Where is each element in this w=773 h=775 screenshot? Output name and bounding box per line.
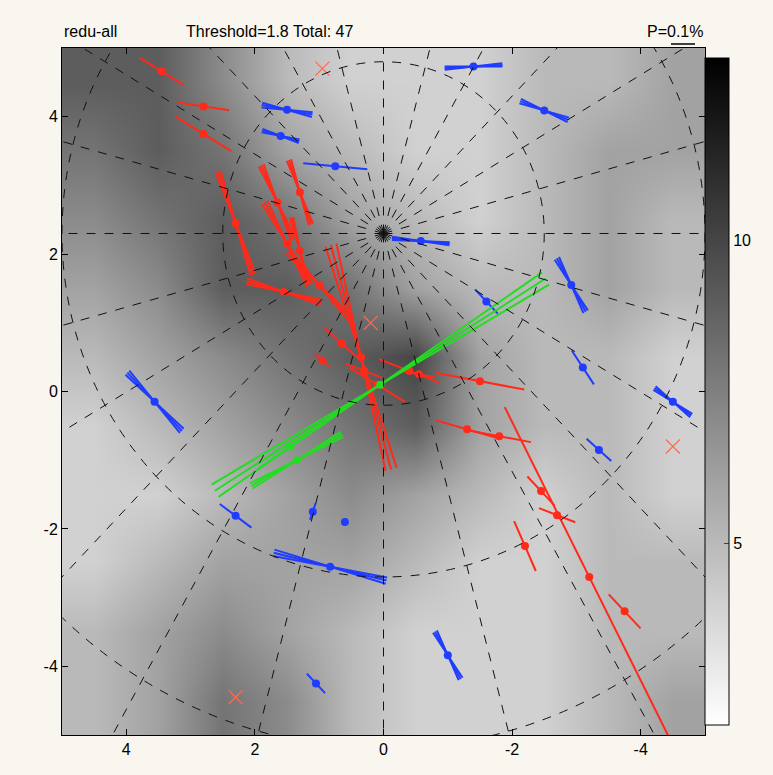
svg-text:-4: -4 <box>634 741 648 758</box>
svg-text:redu-all: redu-all <box>64 23 117 40</box>
svg-text:-4: -4 <box>44 658 58 675</box>
svg-text:2: 2 <box>49 246 58 263</box>
svg-text:2: 2 <box>250 741 259 758</box>
svg-text:10: 10 <box>733 232 751 249</box>
svg-text:4: 4 <box>122 741 131 758</box>
svg-text:0: 0 <box>379 741 388 758</box>
svg-text:4: 4 <box>49 108 58 125</box>
svg-text:5: 5 <box>733 535 742 552</box>
svg-text:-2: -2 <box>44 521 58 538</box>
svg-text:-2: -2 <box>505 741 519 758</box>
svg-text:0: 0 <box>49 383 58 400</box>
svg-text:P=0.1%: P=0.1% <box>647 23 703 40</box>
svg-text:Threshold=1.8 Total: 47: Threshold=1.8 Total: 47 <box>186 23 353 40</box>
